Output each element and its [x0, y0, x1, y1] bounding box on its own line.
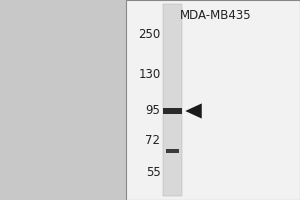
Bar — [166, 149, 179, 153]
Text: 250: 250 — [138, 28, 160, 42]
Bar — [126, 0, 300, 200]
Text: 55: 55 — [146, 166, 160, 180]
Bar — [0, 0, 126, 200]
Text: 130: 130 — [138, 68, 160, 82]
Polygon shape — [185, 103, 202, 119]
Text: MDA-MB435: MDA-MB435 — [180, 9, 252, 22]
Text: 95: 95 — [146, 104, 160, 117]
Bar — [163, 108, 182, 114]
Bar — [163, 4, 182, 196]
Text: 72: 72 — [146, 134, 160, 148]
